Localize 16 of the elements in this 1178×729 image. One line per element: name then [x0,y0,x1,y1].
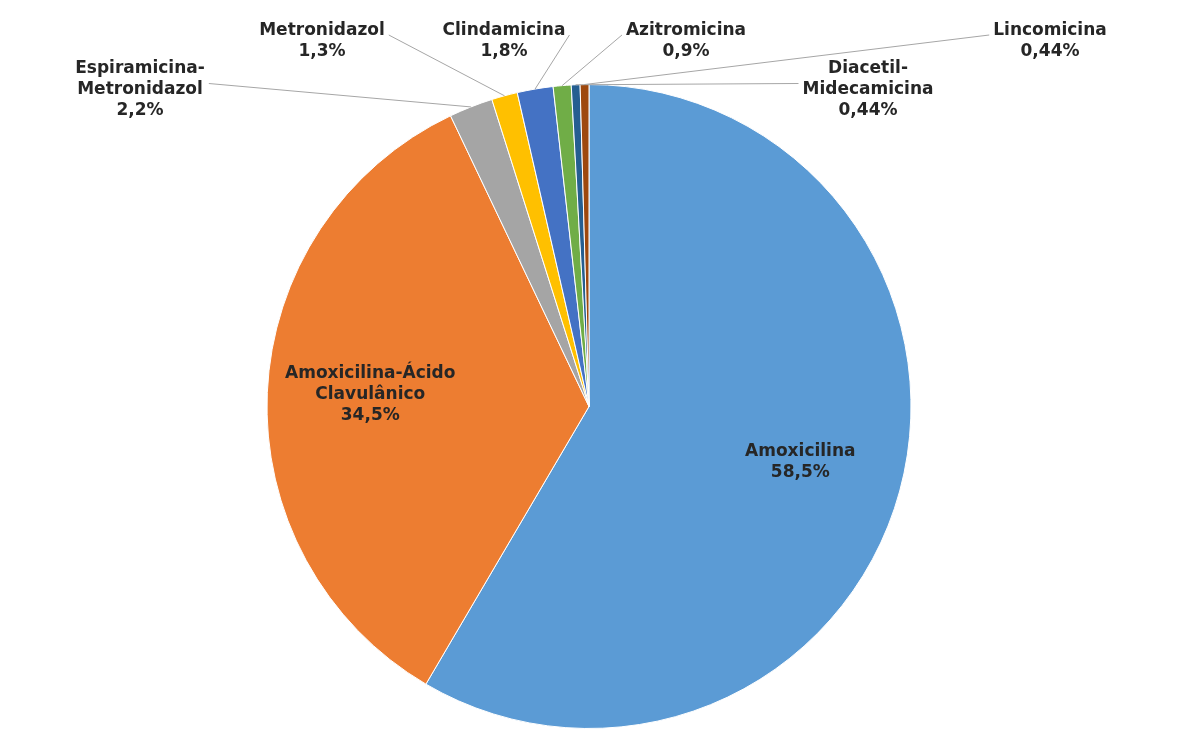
data-label: 2,2% [116,98,164,119]
slice-label: Diacetil-Midecamicina [802,56,934,98]
data-label: 0,9% [662,39,710,60]
slice-label: Amoxicilina-Ácido Clavulânico [285,361,456,404]
data-label: 0,44% [1020,39,1080,60]
data-label: 34,5% [340,404,400,425]
slice-label: Amoxicilina [745,439,856,460]
slice-label: Metronidazol [259,18,385,39]
slice-label: Azitromicina [625,18,747,39]
data-label: 58,5% [770,460,830,481]
data-label: 1,3% [298,39,346,60]
slice-label: Clindamicina [442,18,566,39]
slice-label: Lincomicina [993,18,1107,39]
data-label: 1,8% [480,39,528,60]
data-label: 0,44% [838,98,898,119]
slice-label: Espiramicina-Metronidazol [75,56,205,98]
